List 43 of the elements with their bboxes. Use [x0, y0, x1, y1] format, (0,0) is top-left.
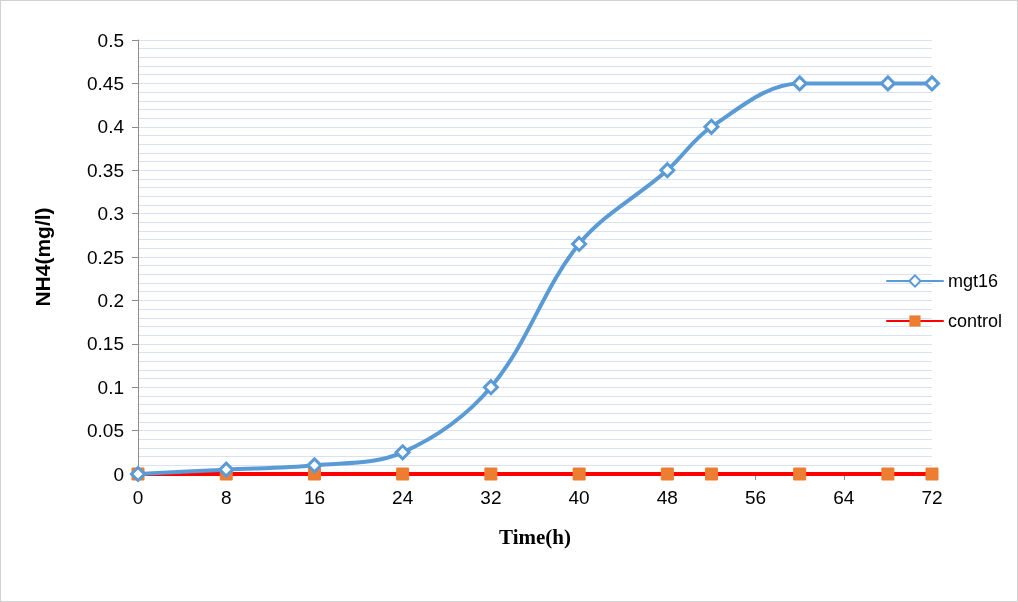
- x-tick-label: 48: [656, 487, 678, 508]
- x-tick-label: 8: [220, 487, 232, 508]
- x-axis-title: Time(h): [499, 524, 571, 549]
- point: [571, 235, 588, 252]
- point: [703, 118, 720, 135]
- x-tick-label: 40: [568, 487, 590, 508]
- point: [881, 467, 895, 481]
- point: [704, 467, 718, 481]
- y-tick-label: 0.1: [97, 376, 124, 398]
- x-tick-label: 56: [744, 487, 767, 508]
- point: [394, 444, 411, 461]
- point: [793, 467, 807, 481]
- x-tick-label: 32: [480, 487, 502, 508]
- y-tick-label: 0.4: [97, 116, 125, 138]
- x-tick-label: 64: [833, 487, 855, 508]
- point: [791, 75, 808, 92]
- y-tick-label: 0.45: [87, 72, 124, 94]
- y-tick-label: 0.15: [87, 333, 124, 355]
- point: [659, 162, 676, 179]
- x-tick-label: 24: [392, 487, 414, 508]
- point: [306, 457, 323, 474]
- y-tick-label: 0.3: [97, 203, 124, 225]
- y-tick-label: 0.2: [97, 289, 124, 311]
- point: [925, 467, 939, 481]
- y-tick-label: 0: [113, 463, 124, 485]
- legend-label: mgt16: [947, 271, 998, 291]
- point: [482, 379, 499, 396]
- y-tick-label: 0.25: [87, 246, 124, 268]
- y-tick-label: 0.35: [87, 159, 124, 181]
- point: [218, 461, 235, 478]
- y-axis-title: NH4(mg/l): [31, 207, 54, 307]
- x-tick-label: 72: [921, 487, 943, 508]
- point: [572, 467, 586, 481]
- y-tick-label: 0.5: [97, 29, 124, 51]
- point: [484, 467, 498, 481]
- x-tick-label: 0: [132, 487, 144, 508]
- legend-label: control: [947, 311, 1002, 331]
- point: [879, 75, 896, 92]
- y-tick-label: 0.05: [87, 420, 124, 442]
- point: [924, 75, 940, 92]
- x-tick-label: 16: [303, 487, 326, 508]
- point: [660, 467, 674, 481]
- point: [396, 467, 410, 481]
